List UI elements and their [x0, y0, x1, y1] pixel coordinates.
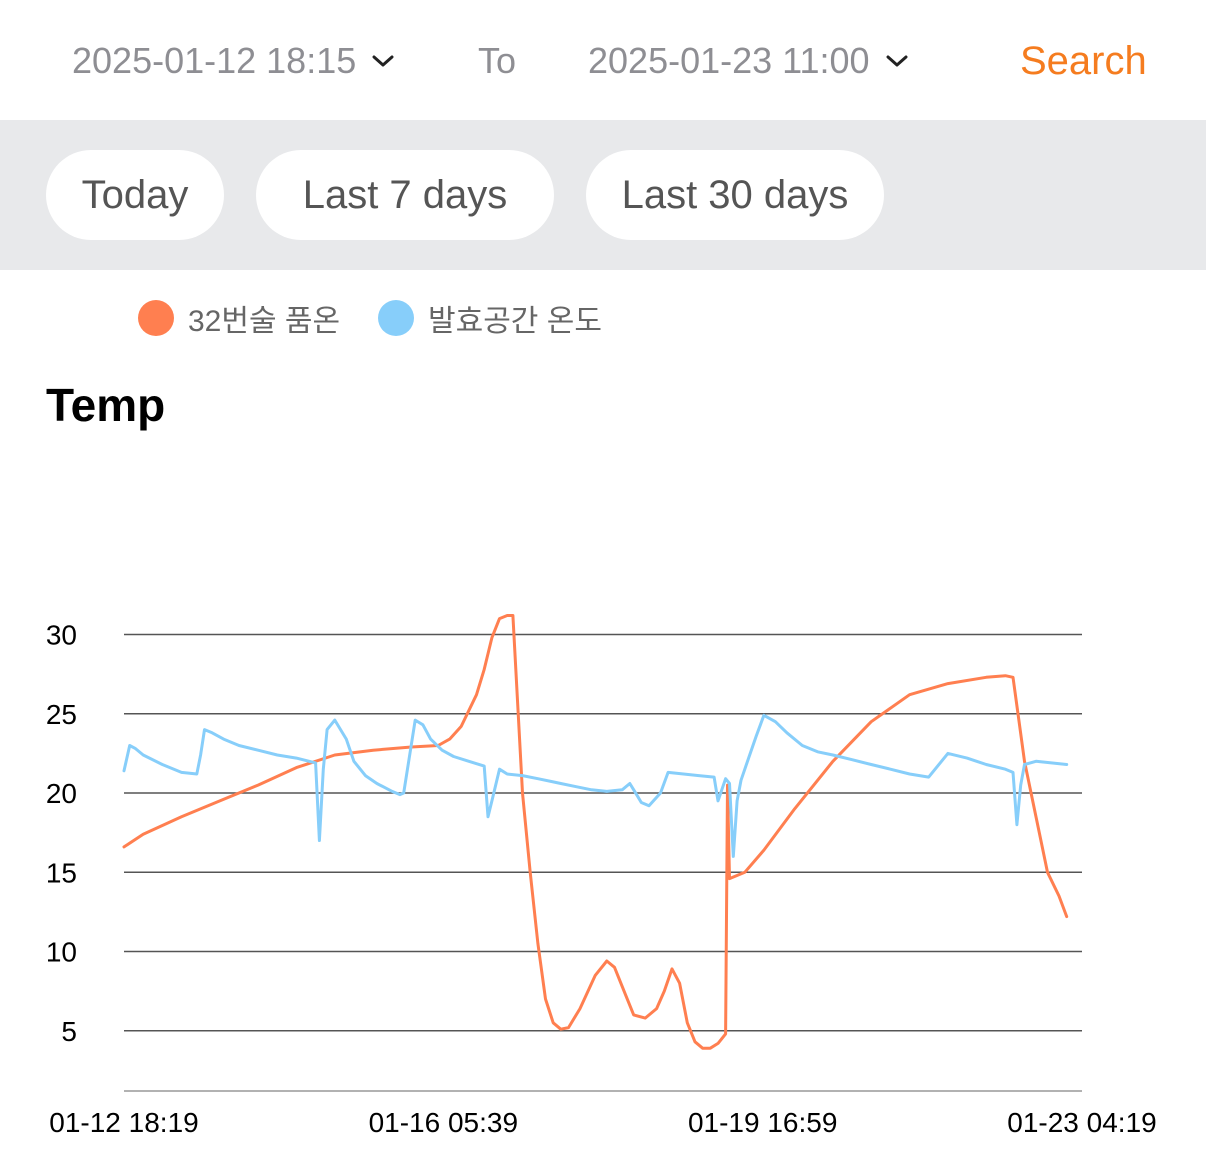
x-tick-label: 01-16 05:39 — [369, 1107, 518, 1138]
y-tick-label: 20 — [46, 778, 77, 809]
chevron-down-icon — [372, 55, 394, 67]
start-date-picker[interactable]: 2025-01-12 18:15 — [72, 38, 394, 84]
y-tick-label: 5 — [61, 1016, 77, 1047]
search-button[interactable]: Search — [1020, 39, 1147, 83]
y-tick-label: 10 — [46, 937, 77, 968]
series-line-1 — [122, 614, 1069, 1050]
x-tick-label: 01-19 16:59 — [688, 1107, 837, 1138]
chip-last-30-days[interactable]: Last 30 days — [586, 150, 884, 240]
x-tick-label: 01-23 04:19 — [1007, 1107, 1156, 1138]
start-date-value: 2025-01-12 18:15 — [72, 40, 357, 81]
legend-item-series-1[interactable]: 32번술 품온 — [138, 296, 340, 340]
date-range-bar: 2025-01-12 18:15 To 2025-01-23 11:00 Sea… — [0, 0, 1206, 120]
chevron-down-icon — [886, 55, 908, 67]
y-tick-label: 30 — [46, 620, 77, 651]
chip-today[interactable]: Today — [46, 150, 224, 240]
end-date-value: 2025-01-23 11:00 — [588, 40, 870, 81]
legend-item-series-2[interactable]: 발효공간 온도 — [378, 296, 602, 340]
to-label: To — [478, 40, 517, 81]
end-date-picker[interactable]: 2025-01-23 11:00 — [588, 38, 908, 84]
legend-label: 발효공간 온도 — [428, 305, 602, 338]
series-line-2 — [122, 713, 1069, 858]
y-tick-label: 25 — [46, 699, 77, 730]
y-tick-label: 15 — [46, 857, 77, 888]
x-tick-label: 01-12 18:19 — [49, 1107, 198, 1138]
legend-label: 32번술 품온 — [188, 305, 341, 338]
chart-title: Temp — [46, 379, 166, 431]
legend-dot-blue — [378, 300, 414, 336]
legend-dot-orange — [138, 300, 174, 336]
quick-range-bar: Today Last 7 days Last 30 days — [0, 120, 1206, 270]
chip-last-7-days[interactable]: Last 7 days — [256, 150, 554, 240]
